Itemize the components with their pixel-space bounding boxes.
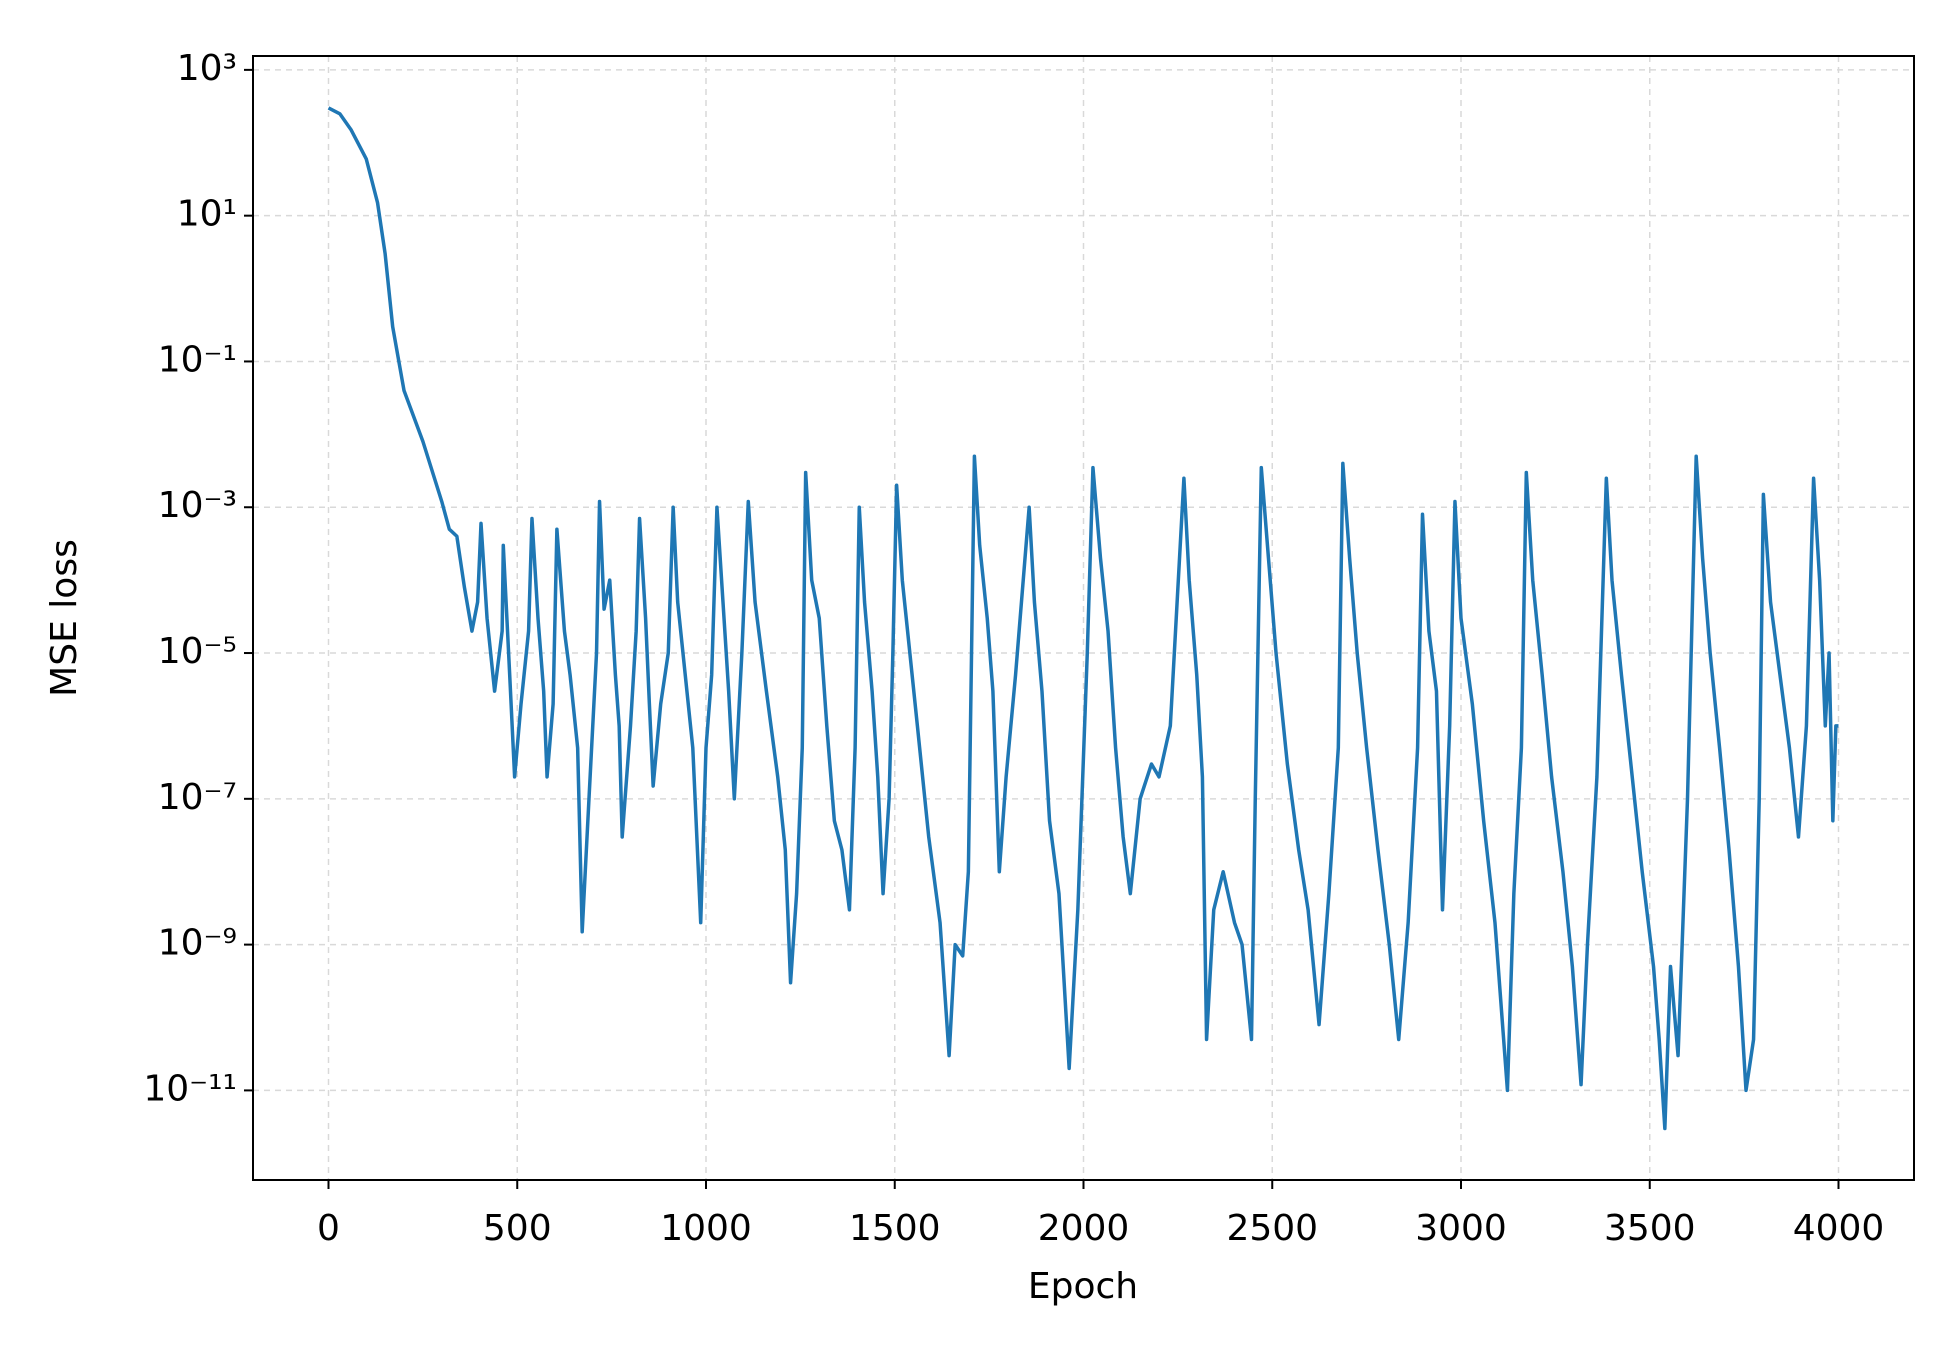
x-tick-label: 0 [317, 1208, 340, 1249]
y-tick-label: 10⁻⁵ [158, 631, 237, 672]
axes: 0 500 1000 1500 2000 2500 3000 3500 4000 10³ 10¹ 10… [143, 48, 1884, 1249]
x-tick-label: 500 [483, 1208, 552, 1249]
x-tick-label: 3000 [1415, 1208, 1507, 1249]
y-tick-label: 10⁻³ [158, 485, 237, 526]
y-tick-label: 10⁻⁹ [158, 923, 237, 964]
y-tick-label: 10⁻¹¹ [143, 1068, 237, 1109]
x-axis-label: Epoch [1028, 1266, 1138, 1307]
y-tick-label: 10⁻¹ [158, 339, 237, 380]
y-tick-label: 10³ [177, 48, 237, 89]
x-tick-label: 2500 [1226, 1208, 1318, 1249]
plot-area [327, 106, 1839, 1131]
x-tick-label: 3500 [1604, 1208, 1696, 1249]
x-tick-label: 2000 [1038, 1208, 1130, 1249]
x-tick-label: 1500 [849, 1208, 941, 1249]
y-axis-label: MSE loss [44, 539, 85, 697]
data-line [327, 106, 1839, 1131]
y-tick-label: 10¹ [177, 194, 237, 235]
x-tick-label: 1000 [660, 1208, 752, 1249]
x-tick-label: 4000 [1793, 1208, 1885, 1249]
y-tick-label: 10⁻⁷ [158, 777, 237, 818]
